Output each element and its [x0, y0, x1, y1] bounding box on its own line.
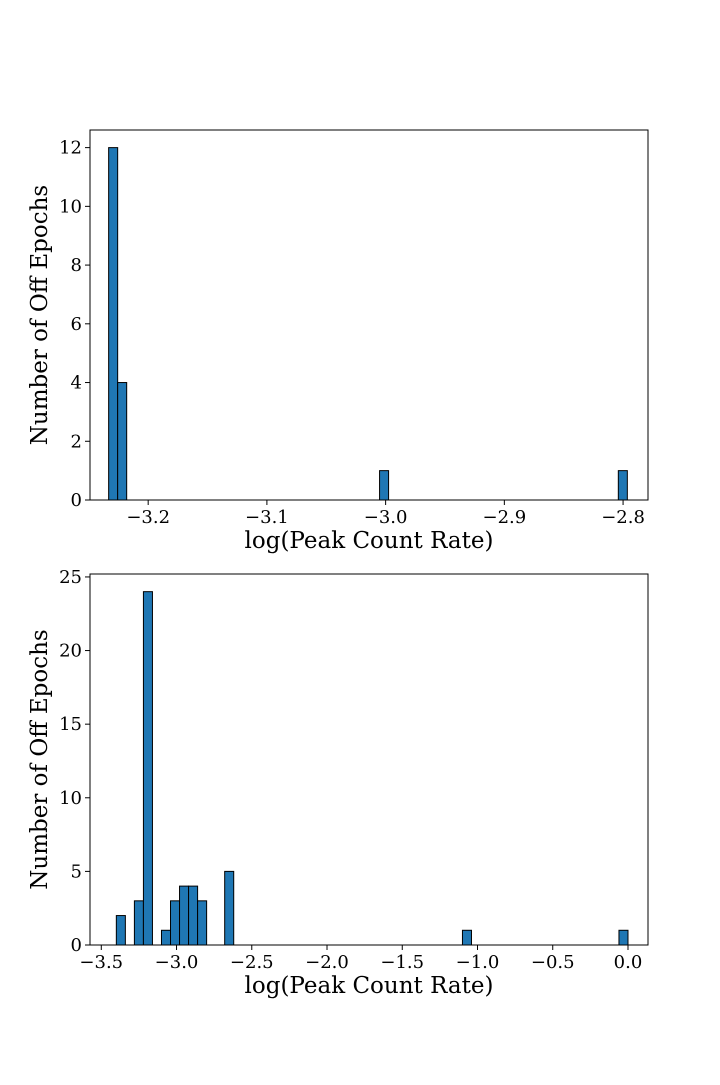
- bottom-histogram-bar-1: [133, 900, 144, 946]
- top-histogram-x-tick-label-3: −2.9: [482, 507, 526, 528]
- bottom-histogram-bar-7: [197, 900, 208, 946]
- top-histogram-x-tick-label-2: −3.0: [364, 507, 408, 528]
- bottom-histogram-y-tick-label-3: 15: [59, 714, 82, 735]
- bottom-histogram-x-tick-label-7: 0.0: [614, 952, 643, 973]
- bottom-histogram-y-tick-label-4: 20: [59, 641, 82, 662]
- bottom-histogram-bar-0: [115, 915, 126, 946]
- top-histogram-bar-1: [117, 382, 128, 501]
- top-histogram-y-tick-label-0: 0: [71, 490, 82, 511]
- bottom-histogram-x-tick-label-4: −1.5: [380, 952, 424, 973]
- bottom-histogram-x-label: log(Peak Count Rate): [245, 973, 494, 999]
- bottom-histogram-bar-5: [179, 885, 190, 946]
- bottom-histogram-x-tick-label-6: −0.5: [531, 952, 575, 973]
- bottom-histogram: −3.5 −3.0 −2.5 −2.0 −1.5 −1.0 −0.5 0.0 0 5 10 15 20…: [27, 567, 649, 999]
- bottom-histogram-x-tick-label-3: −2.0: [305, 952, 349, 973]
- top-histogram-y-tick-label-3: 6: [71, 314, 82, 335]
- top-histogram-y-tick-label-4: 8: [71, 255, 82, 276]
- top-histogram-x-label: log(Peak Count Rate): [245, 528, 494, 554]
- bottom-histogram-x-tick-label-1: −3.0: [155, 952, 199, 973]
- bottom-histogram-x-ticks: −3.5 −3.0 −2.5 −2.0 −1.5 −1.0 −0.5 0.0: [79, 945, 642, 973]
- bottom-histogram-bar-10: [618, 929, 629, 946]
- top-histogram-y-tick-label-6: 12: [59, 138, 82, 159]
- top-histogram-x-tick-label-0: −3.2: [126, 507, 170, 528]
- bottom-histogram-bar-6: [188, 885, 199, 946]
- bottom-histogram-x-tick-label-5: −1.0: [456, 952, 500, 973]
- top-histogram-x-tick-label-4: −2.8: [601, 507, 645, 528]
- bottom-histogram-bar-8: [224, 870, 235, 946]
- bottom-histogram-y-tick-label-1: 5: [71, 861, 82, 882]
- bottom-histogram-x-tick-label-2: −2.5: [230, 952, 274, 973]
- bottom-histogram-bar-4: [170, 900, 181, 946]
- bottom-histogram-bar-2: [142, 591, 153, 946]
- top-histogram-y-label: Number of Off Epochs: [27, 185, 53, 445]
- top-histogram-bar-2: [379, 470, 390, 501]
- top-histogram-bar-0: [108, 147, 119, 501]
- top-histogram-bar-3: [617, 470, 628, 501]
- top-histogram-x-ticks: −3.2 −3.1 −3.0 −2.9 −2.8: [126, 500, 645, 528]
- top-histogram-y-ticks: 0 2 4 6 8 10 12: [59, 138, 90, 511]
- bottom-histogram-x-tick-label-0: −3.5: [79, 952, 123, 973]
- bottom-histogram-y-tick-label-5: 25: [59, 567, 82, 588]
- bottom-histogram-y-tick-label-0: 0: [71, 935, 82, 956]
- top-histogram-y-tick-label-5: 10: [59, 196, 82, 217]
- bottom-histogram-bar-3: [160, 929, 172, 946]
- top-histogram-y-tick-label-2: 4: [71, 373, 82, 394]
- bottom-histogram-y-tick-label-2: 10: [59, 788, 82, 809]
- bottom-histogram-frame: [89, 573, 649, 946]
- bottom-histogram-y-ticks: 0 5 10 15 20 25: [59, 567, 90, 956]
- bottom-histogram-bar-9: [461, 929, 472, 946]
- top-histogram-frame: [89, 129, 649, 501]
- bottom-histogram-bars: [115, 591, 629, 946]
- top-histogram-x-tick-label-1: −3.1: [245, 507, 289, 528]
- bottom-histogram-y-label: Number of Off Epochs: [27, 629, 53, 889]
- top-histogram: −3.2 −3.1 −3.0 −2.9 −2.8 0 2 4 6 8 10 12 log(Peak …: [27, 129, 649, 554]
- top-histogram-y-tick-label-1: 2: [71, 431, 82, 452]
